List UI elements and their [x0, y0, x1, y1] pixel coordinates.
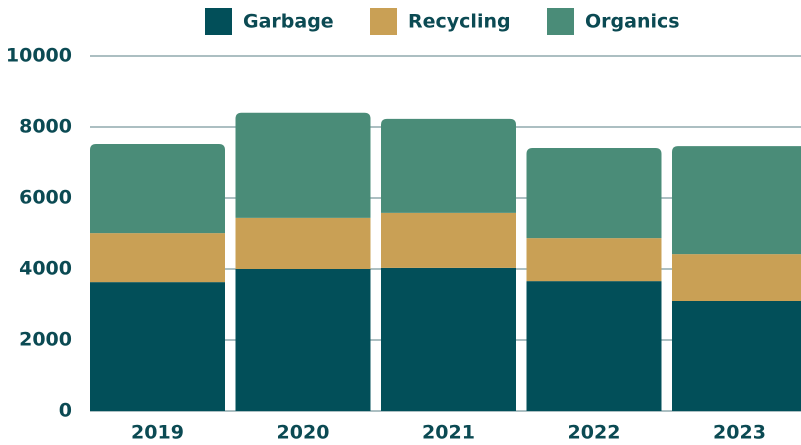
y-tick-label: 10000 — [6, 45, 72, 67]
y-tick-label: 2000 — [19, 329, 72, 351]
bar-segment — [526, 147, 662, 239]
y-tick-label: 4000 — [19, 258, 72, 280]
bar-segment — [526, 238, 662, 282]
bar-segment — [381, 212, 516, 268]
x-tick-label: 2019 — [131, 422, 184, 444]
x-tick-label: 2023 — [713, 422, 766, 444]
legend-label: Recycling — [408, 11, 511, 33]
y-tick-label: 6000 — [19, 187, 72, 209]
y-tick-label: 8000 — [19, 116, 72, 138]
x-tick-label: 2021 — [422, 422, 475, 444]
y-tick-label: 0 — [59, 400, 72, 422]
legend-swatch — [370, 8, 397, 35]
bar-segment — [381, 267, 516, 411]
bar-segment — [235, 112, 371, 218]
legend-label: Garbage — [243, 11, 334, 33]
bar-segment — [672, 254, 801, 301]
legend-label: Organics — [585, 11, 680, 33]
x-tick-label: 2020 — [277, 422, 330, 444]
bar-segment — [235, 269, 371, 411]
bar-segment — [526, 281, 662, 411]
bar-segment — [90, 282, 225, 411]
x-tick-label: 2022 — [568, 422, 621, 444]
bar-segment — [381, 118, 516, 213]
bar-segment — [672, 300, 801, 411]
bar-segment — [90, 144, 225, 234]
bar-segment — [90, 233, 225, 283]
legend-swatch — [547, 8, 574, 35]
bar-segment — [235, 217, 371, 269]
legend-swatch — [205, 8, 232, 35]
bar-segment — [672, 146, 801, 255]
